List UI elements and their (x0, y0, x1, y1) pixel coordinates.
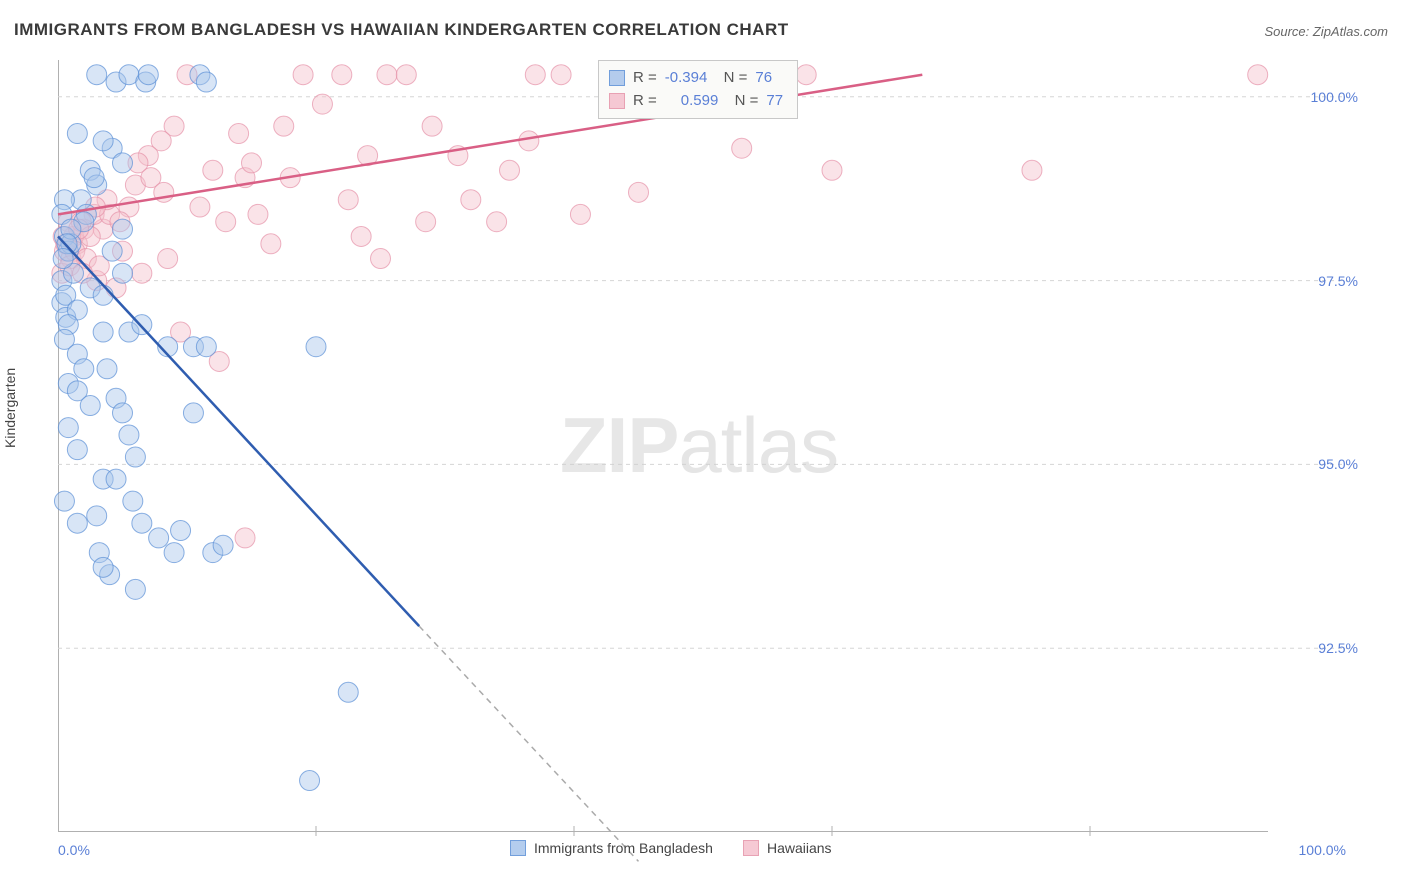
legend-label-series2: Hawaiians (767, 840, 832, 856)
y-axis-tick: 95.0% (1288, 456, 1358, 472)
legend-item-series1: Immigrants from Bangladesh (510, 840, 713, 856)
stats-row-series2: R = 0.599 N = 77 (609, 90, 783, 113)
legend: Immigrants from Bangladesh Hawaiians (510, 840, 832, 856)
stats-box: R = -0.394 N = 76 R = 0.599 N = 77 (598, 60, 798, 119)
stats-swatch-series1 (609, 70, 625, 86)
y-axis-tick: 92.5% (1288, 640, 1358, 656)
legend-item-series2: Hawaiians (743, 840, 832, 856)
x-axis-tick-max: 100.0% (1299, 842, 1346, 858)
r-value-series1: -0.394 (665, 67, 708, 90)
scatter-plot-svg (58, 60, 1348, 832)
stats-row-series1: R = -0.394 N = 76 (609, 67, 783, 90)
source-attribution: Source: ZipAtlas.com (1264, 24, 1388, 39)
y-axis-label: Kindergarten (2, 368, 18, 448)
stats-swatch-series2 (609, 93, 625, 109)
y-axis-tick: 100.0% (1288, 89, 1358, 105)
n-value-series2: 77 (766, 90, 783, 113)
n-value-series1: 76 (755, 67, 772, 90)
legend-label-series1: Immigrants from Bangladesh (534, 840, 713, 856)
chart-title: IMMIGRANTS FROM BANGLADESH VS HAWAIIAN K… (14, 20, 789, 40)
legend-swatch-series1 (510, 840, 526, 856)
r-value-series2: 0.599 (681, 90, 719, 113)
y-axis-tick: 97.5% (1288, 273, 1358, 289)
x-axis-tick-min: 0.0% (58, 842, 90, 858)
legend-swatch-series2 (743, 840, 759, 856)
